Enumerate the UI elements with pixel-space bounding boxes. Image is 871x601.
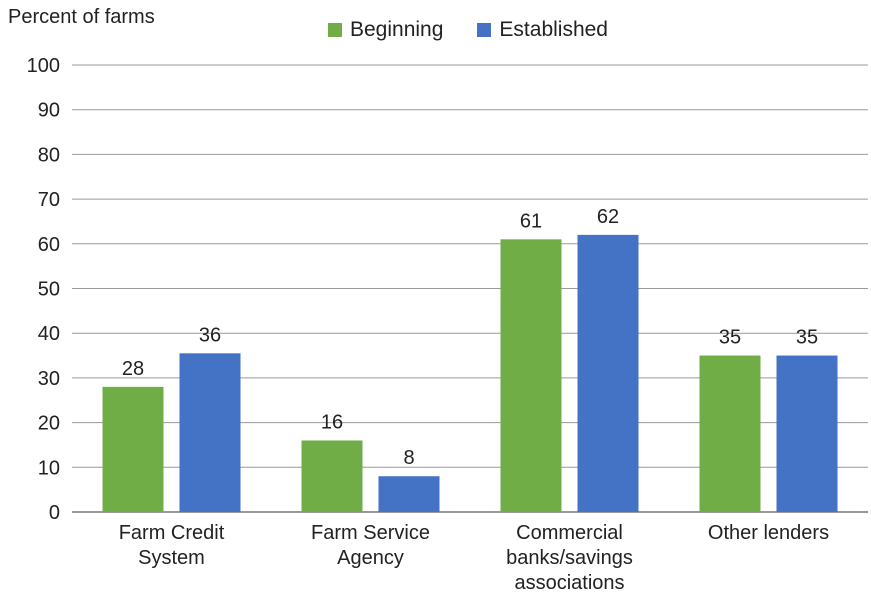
legend: Beginning Established (328, 18, 608, 42)
legend-item-beginning: Beginning (328, 18, 443, 42)
x-tick-label-0-line-0: Farm Credit (119, 522, 225, 544)
data-label-beginning-0: 28 (122, 358, 144, 380)
legend-swatch-established (477, 23, 492, 37)
data-label-beginning-3: 35 (719, 327, 741, 349)
bar-beginning-1 (301, 440, 363, 512)
y-tick-label-80: 80 (38, 144, 60, 166)
y-tick-label-60: 60 (38, 234, 60, 256)
bar-beginning-0 (102, 386, 164, 512)
legend-item-established: Established (477, 18, 608, 42)
y-tick-label-70: 70 (38, 189, 60, 211)
data-label-established-1: 8 (403, 447, 414, 469)
y-tick-label-30: 30 (38, 368, 60, 390)
y-axis-title: Percent of farms (8, 6, 155, 28)
y-tick-label-90: 90 (38, 100, 60, 122)
bar-established-1 (378, 476, 440, 512)
bar-beginning-3 (699, 355, 761, 512)
bar-established-3 (776, 355, 838, 512)
legend-label-established: Established (499, 18, 608, 41)
bar-established-2 (577, 234, 639, 513)
legend-swatch-beginning (328, 23, 342, 37)
data-label-established-2: 62 (597, 206, 619, 228)
bar-beginning-2 (500, 239, 562, 512)
y-tick-label-20: 20 (38, 413, 60, 435)
data-label-beginning-2: 61 (520, 210, 542, 232)
data-label-established-3: 35 (796, 327, 818, 349)
x-tick-label-2-line-1: banks/savings (506, 547, 633, 569)
data-label-beginning-1: 16 (321, 411, 343, 433)
y-tick-label-50: 50 (38, 279, 60, 301)
y-tick-label-0: 0 (49, 502, 60, 524)
legend-label-beginning: Beginning (350, 18, 444, 41)
x-tick-label-0-line-1: System (138, 547, 205, 569)
x-tick-label-2-line-2: associations (514, 572, 624, 594)
data-label-established-0: 36 (199, 324, 221, 346)
x-tick-label-2-line-0: Commercial (516, 522, 623, 544)
x-tick-label-1-line-0: Farm Service (311, 522, 430, 544)
bar-established-0 (179, 353, 241, 512)
y-tick-label-10: 10 (38, 457, 60, 479)
y-tick-label-40: 40 (38, 323, 60, 345)
x-tick-label-1-line-1: Agency (337, 547, 404, 569)
x-tick-label-3-line-0: Other lenders (708, 522, 829, 544)
y-tick-label-100: 100 (27, 55, 60, 77)
